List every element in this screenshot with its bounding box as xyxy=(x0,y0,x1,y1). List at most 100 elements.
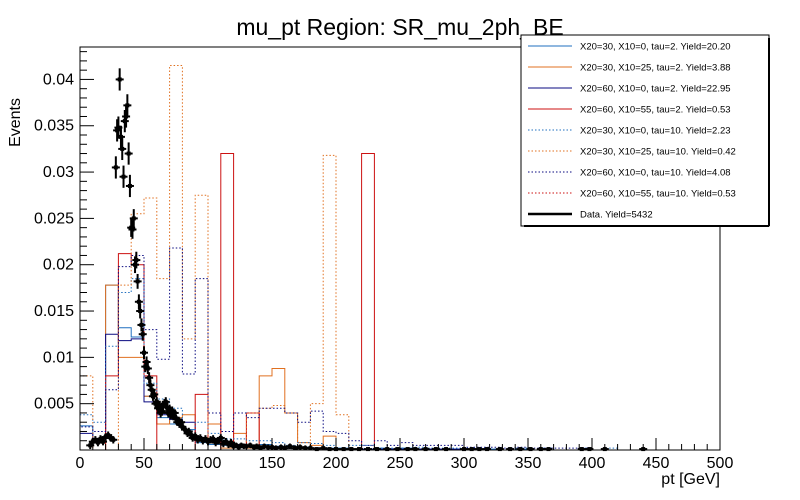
data-point xyxy=(109,436,118,444)
y-tick-label: 0.03 xyxy=(43,164,74,181)
data-point xyxy=(118,137,127,161)
data-point-marker xyxy=(138,309,143,314)
data-point-marker xyxy=(314,447,319,452)
legend-label: X20=60, X10=0, tau=10. Yield=4.08 xyxy=(580,168,731,179)
data-point-marker xyxy=(122,119,127,124)
data-point-marker xyxy=(168,412,173,417)
data-point-marker xyxy=(587,447,592,452)
data-point-marker xyxy=(203,436,208,441)
legend-entry: X20=60, X10=55, tau=2. Yield=0.53 xyxy=(528,105,731,116)
data-point-marker xyxy=(120,146,125,151)
data-point xyxy=(138,327,147,341)
data-point-marker xyxy=(152,392,157,397)
data-point-marker xyxy=(444,447,449,452)
x-tick-label: 200 xyxy=(323,455,350,472)
y-tick-label: 0.005 xyxy=(34,396,74,413)
data-point-marker xyxy=(170,409,175,414)
y-axis: 0.005 0.01 0.015 0.02 0.025 0.03 0.035 0.04 xyxy=(34,51,94,442)
legend-label: X20=60, X10=55, tau=10. Yield=0.53 xyxy=(580,189,736,200)
data-point xyxy=(140,346,148,360)
data-point-marker xyxy=(223,439,228,444)
data-point-marker xyxy=(374,447,379,452)
legend-entry: X20=60, X10=0, tau=10. Yield=4.08 xyxy=(528,168,731,179)
x-tick-label: 350 xyxy=(515,455,542,472)
y-tick-label: 0.015 xyxy=(34,303,74,320)
data-point-marker xyxy=(366,447,370,452)
data-point-marker xyxy=(95,440,100,445)
data-point xyxy=(129,209,138,228)
data-point-marker xyxy=(115,128,120,133)
data-point-marker xyxy=(147,375,152,380)
legend-entry: X20=60, X10=55, tau=10. Yield=0.53 xyxy=(528,189,736,200)
data-point-marker xyxy=(193,434,198,439)
data-point-marker xyxy=(413,447,418,452)
data-point xyxy=(116,125,125,148)
legend-entry: X20=30, X10=25, tau=2. Yield=3.88 xyxy=(528,63,731,74)
data-point-marker xyxy=(176,418,181,423)
y-axis-title: Events xyxy=(7,98,24,147)
data-point-marker xyxy=(144,359,149,364)
data-point-marker xyxy=(130,227,135,232)
data-point-marker xyxy=(118,134,123,139)
data-point-marker xyxy=(248,443,253,448)
data-point xyxy=(122,105,131,128)
data-point-marker xyxy=(108,435,113,440)
data-point-marker xyxy=(135,279,140,284)
data-point-marker xyxy=(88,443,93,448)
data-point-marker xyxy=(186,429,191,434)
x-tick-label: 500 xyxy=(707,455,734,472)
histogram-series-6 xyxy=(79,247,720,451)
data-point-marker xyxy=(221,441,226,446)
data-point-marker xyxy=(116,125,121,130)
data-point-marker xyxy=(211,436,216,441)
data-point-marker xyxy=(126,151,131,156)
x-tick-label: 50 xyxy=(135,455,153,472)
data-point-marker xyxy=(518,447,523,452)
data-point-marker xyxy=(172,410,177,415)
data-point-marker xyxy=(485,447,490,452)
x-axis-title: pt [GeV] xyxy=(661,471,720,488)
data-point xyxy=(216,434,225,442)
legend-entry: X20=60, X10=0, tau=2. Yield=22.95 xyxy=(528,84,731,95)
data-point xyxy=(145,372,154,384)
data-point xyxy=(285,443,294,450)
data-point-marker xyxy=(254,444,259,449)
data-point-marker xyxy=(106,433,111,438)
x-tick-label: 400 xyxy=(579,455,606,472)
y-tick-label: 0.04 xyxy=(43,71,74,88)
data-point-marker xyxy=(125,103,130,108)
data-point-marker xyxy=(349,447,354,452)
legend-label: Data. Yield=5432 xyxy=(580,210,653,221)
y-tick-label: 0.02 xyxy=(43,257,74,274)
data-point-marker xyxy=(93,437,98,442)
data-point-marker xyxy=(528,447,533,452)
data-point-marker xyxy=(469,447,474,452)
data-point-marker xyxy=(226,442,231,447)
data-point-marker xyxy=(497,447,502,452)
data-point xyxy=(142,356,151,368)
data-point-marker xyxy=(357,447,362,452)
data-point-marker xyxy=(303,446,308,451)
data-point-marker xyxy=(174,416,178,421)
data-point-marker xyxy=(236,445,241,450)
data-point-marker xyxy=(579,447,584,452)
data-point-marker xyxy=(156,406,161,411)
data-point xyxy=(111,156,120,179)
legend-label: X20=30, X10=0, tau=10. Yield=2.23 xyxy=(580,126,731,137)
data-point xyxy=(170,409,179,417)
data-point-marker xyxy=(200,438,205,443)
data-point-marker xyxy=(216,438,221,443)
data-point-marker xyxy=(395,447,400,452)
data-point-marker xyxy=(101,439,106,444)
x-tick-label: 450 xyxy=(643,455,670,472)
x-tick-label: 300 xyxy=(451,455,478,472)
data-point-marker xyxy=(149,387,154,392)
legend-label: X20=30, X10=0, tau=2. Yield=20.20 xyxy=(580,42,731,53)
data-point-marker xyxy=(182,427,187,432)
data-point xyxy=(119,165,128,188)
data-point-marker xyxy=(143,364,148,369)
y-tick-label: 0.01 xyxy=(43,349,74,366)
data-point xyxy=(143,362,152,375)
legend-label: X20=30, X10=25, tau=10. Yield=0.42 xyxy=(580,147,736,158)
data-point xyxy=(115,68,124,91)
